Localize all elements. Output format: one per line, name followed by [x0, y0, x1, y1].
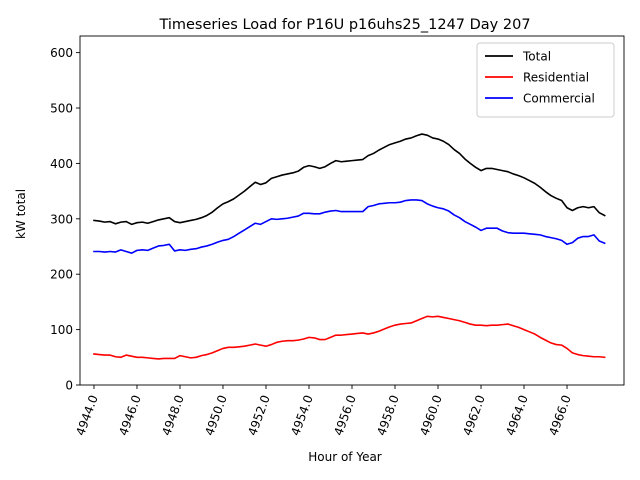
legend-label-total: Total	[522, 50, 551, 64]
y-axis-label: kW total	[14, 189, 28, 239]
series-line-residential	[93, 315, 606, 360]
y-tick-label: 600	[50, 46, 73, 60]
legend-label-commercial: Commercial	[523, 92, 595, 106]
x-axis-label: Hour of Year	[308, 450, 382, 464]
series-line-commercial	[93, 199, 606, 254]
y-tick-label: 500	[50, 102, 73, 116]
y-tick-label: 400	[50, 157, 73, 171]
y-tick-label: 300	[50, 212, 73, 226]
legend-label-residential: Residential	[523, 71, 589, 85]
y-tick-label: 100	[50, 323, 73, 337]
y-tick-label: 200	[50, 268, 73, 282]
chart-title: Timeseries Load for P16U p16uhs25_1247 D…	[158, 17, 530, 33]
legend: Total Residential Commercial	[476, 42, 615, 118]
series-layer	[93, 133, 606, 360]
series-line-total	[93, 133, 606, 226]
y-tick-label: 0	[65, 379, 73, 393]
